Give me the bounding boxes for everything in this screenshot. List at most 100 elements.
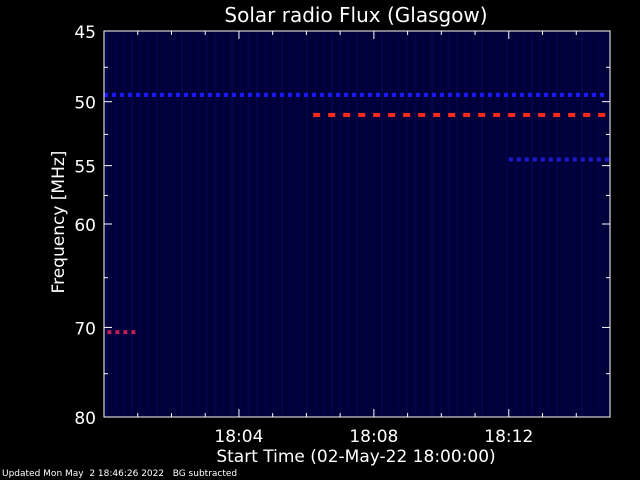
band-70.5-mark: [115, 330, 120, 335]
band-51-mark: [493, 112, 501, 117]
band-49.5-mark: [520, 92, 524, 97]
band-54.5-mark: [532, 157, 537, 162]
band-51-mark: [403, 112, 411, 117]
x-axis-label: Start Time (02-May-22 18:00:00): [216, 447, 495, 467]
band-49.5-mark: [184, 92, 188, 97]
emission-bands: [104, 92, 609, 335]
band-49.5-mark: [416, 92, 420, 97]
band-49.5-mark: [536, 92, 540, 97]
band-54.5-mark: [564, 157, 569, 162]
band-49.5-mark: [264, 92, 268, 97]
band-51-mark: [568, 112, 576, 117]
y-axis-label: Frequency [MHz]: [49, 151, 69, 294]
band-51-mark: [343, 112, 351, 117]
band-49.5-mark: [112, 92, 116, 97]
y-tick-label: 55: [74, 158, 96, 178]
band-49.5-mark: [592, 92, 596, 97]
band-51-mark: [388, 112, 396, 117]
bg-note: BG subtracted: [172, 469, 238, 479]
band-49.5-mark: [424, 92, 428, 97]
chart-title: Solar radio Flux (Glasgow): [224, 3, 487, 27]
band-49.5-mark: [160, 92, 164, 97]
band-49.5-mark: [472, 92, 476, 97]
band-49.5-mark: [584, 92, 588, 97]
band-49.5-mark: [576, 92, 580, 97]
band-49.5-mark: [136, 92, 140, 97]
band-49.5-mark: [280, 92, 284, 97]
band-49.5-mark: [312, 92, 316, 97]
band-49.5-mark: [440, 92, 444, 97]
band-49.5-mark: [456, 92, 460, 97]
band-49.5-mark: [600, 92, 604, 97]
band-49.5-mark: [144, 92, 148, 97]
plot-area: [104, 31, 610, 417]
band-49.5-mark: [368, 92, 372, 97]
band-54.5-mark: [588, 157, 593, 162]
band-51-mark: [508, 112, 516, 117]
y-tick-label: 70: [74, 319, 96, 339]
y-tick-label: 45: [74, 23, 96, 43]
band-54.5-mark: [524, 157, 529, 162]
band-49.5-mark: [296, 92, 300, 97]
band-54.5-mark: [604, 157, 609, 162]
band-51-mark: [523, 112, 531, 117]
updated-timestamp: Updated Mon May 2 18:46:26 2022: [2, 469, 165, 479]
band-51-mark: [598, 112, 606, 117]
band-49.5-mark: [560, 92, 564, 97]
y-tick-label: 80: [74, 409, 96, 429]
band-49.5-mark: [344, 92, 348, 97]
band-49.5-mark: [432, 92, 436, 97]
band-49.5-mark: [336, 92, 340, 97]
band-49.5-mark: [200, 92, 204, 97]
band-70.5-mark: [107, 330, 112, 335]
band-51-mark: [463, 112, 471, 117]
band-49.5-mark: [288, 92, 292, 97]
band-51-mark: [553, 112, 561, 117]
band-54.5-mark: [540, 157, 545, 162]
band-49.5-mark: [568, 92, 572, 97]
band-49.5-mark: [504, 92, 508, 97]
band-49.5-mark: [512, 92, 516, 97]
x-tick-label: 18:04: [214, 427, 263, 447]
band-49.5-mark: [328, 92, 332, 97]
band-49.5-mark: [400, 92, 404, 97]
band-51-mark: [358, 112, 366, 117]
band-51-mark: [418, 112, 426, 117]
band-49.5-mark: [176, 92, 180, 97]
band-49.5-mark: [104, 92, 108, 97]
band-49.5-mark: [496, 92, 500, 97]
band-51-mark: [583, 112, 591, 117]
band-49.5-mark: [464, 92, 468, 97]
band-49.5-mark: [192, 92, 196, 97]
band-49.5-mark: [304, 92, 308, 97]
band-49.5-mark: [352, 92, 356, 97]
band-49.5-mark: [232, 92, 236, 97]
band-49.5-mark: [256, 92, 260, 97]
band-49.5-mark: [480, 92, 484, 97]
band-49.5-mark: [208, 92, 212, 97]
band-49.5-mark: [240, 92, 244, 97]
band-49.5-mark: [448, 92, 452, 97]
band-49.5-mark: [376, 92, 380, 97]
band-51-mark: [373, 112, 381, 117]
band-49.5-mark: [248, 92, 252, 97]
band-51-mark: [313, 112, 321, 117]
x-tick-label: 18:08: [349, 427, 398, 447]
band-54.5-mark: [596, 157, 601, 162]
band-49.5-mark: [272, 92, 276, 97]
band-49.5-mark: [544, 92, 548, 97]
band-54.5-mark: [572, 157, 577, 162]
band-54.5-mark: [580, 157, 585, 162]
band-51-mark: [538, 112, 546, 117]
band-51-mark: [328, 112, 336, 117]
y-tick-label: 60: [74, 216, 96, 236]
band-49.5-mark: [360, 92, 364, 97]
band-49.5-mark: [528, 92, 532, 97]
band-70.5-mark: [123, 330, 128, 335]
band-54.5-mark: [548, 157, 553, 162]
band-49.5-mark: [552, 92, 556, 97]
band-51-mark: [448, 112, 456, 117]
band-49.5-mark: [120, 92, 124, 97]
band-49.5-mark: [392, 92, 396, 97]
